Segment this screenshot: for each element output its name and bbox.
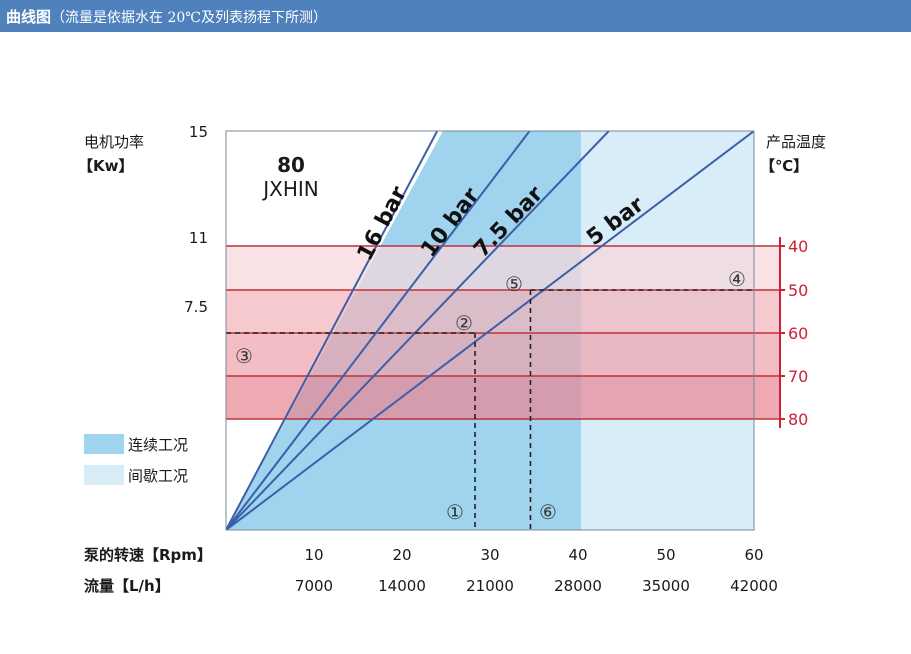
guide-lines: [226, 289, 754, 530]
x-axis-ticks: 10 7000 20 14000 30 21000 40 28000 50 35000 60 4200…: [295, 546, 778, 595]
annotation-marker: ④: [728, 267, 746, 291]
pressure-line: [226, 131, 531, 530]
pressure-line: [226, 131, 754, 530]
page-title: 曲线图（流量是依据水在 20℃及列表扬程下所测）: [6, 6, 327, 27]
rpm-tick-label: 20: [392, 546, 411, 564]
x-axis-label: 泵的转速【Rpm】: [84, 546, 212, 564]
power-tick-label: 11: [189, 229, 208, 247]
temp-band: [226, 376, 781, 419]
power-axis-ticks: 15 11 7.5: [184, 123, 208, 316]
right-axis-label: 产品温度: [766, 133, 826, 151]
flow-tick-label: 35000: [642, 577, 690, 595]
flow-tick-label: 21000: [466, 577, 514, 595]
rpm-tick-label: 10: [304, 546, 323, 564]
temperature-axis: 40 50 60 70 80: [779, 237, 808, 429]
left-axis-unit: 【Kw】: [78, 157, 133, 175]
rpm-tick-label: 60: [744, 546, 763, 564]
temp-band: [226, 246, 781, 290]
annotation-marker: ⑤: [505, 272, 523, 296]
legend: 连续工况 间歇工况: [84, 434, 188, 485]
legend-swatch-continuous: [84, 434, 124, 454]
legend-label-continuous: 连续工况: [128, 436, 188, 454]
legend-label-intermittent: 间歇工况: [128, 467, 188, 485]
annotation-marker: ③: [235, 344, 253, 368]
left-axis-label: 电机功率: [84, 133, 144, 151]
power-tick-label: 15: [189, 123, 208, 141]
annotation-marker: ⑥: [539, 500, 557, 524]
pressure-line: [226, 131, 439, 530]
flow-tick-label: 42000: [730, 577, 778, 595]
title-subtitle: （流量是依据水在 20℃及列表扬程下所测）: [51, 10, 327, 26]
header-bar: 曲线图（流量是依据水在 20℃及列表扬程下所测）: [0, 0, 911, 32]
title-main: 曲线图: [6, 8, 52, 26]
annotations: ① ② ③ ④ ⑤ ⑥: [235, 267, 746, 524]
temp-tick-label: 60: [788, 324, 808, 343]
temp-tick-label: 70: [788, 367, 808, 386]
power-tick-label: 7.5: [184, 298, 208, 316]
temp-tick-label: 80: [788, 410, 808, 429]
temp-tick-label: 40: [788, 237, 808, 256]
chart-brand: JXHIN: [261, 177, 319, 201]
annotation-marker: ①: [446, 500, 464, 524]
temp-band: [226, 290, 781, 333]
chart-model: 80: [277, 153, 305, 177]
flow-tick-label: 28000: [554, 577, 602, 595]
flow-tick-label: 7000: [295, 577, 333, 595]
pressure-line: [226, 131, 610, 530]
rpm-tick-label: 40: [568, 546, 587, 564]
legend-swatch-intermittent: [84, 465, 124, 485]
rpm-tick-label: 30: [480, 546, 499, 564]
temp-band: [226, 333, 781, 376]
pressure-lines: [226, 131, 754, 530]
temp-tick-label: 50: [788, 281, 808, 300]
flow-tick-label: 14000: [378, 577, 426, 595]
x-axis2-label: 流量【L/h】: [84, 577, 170, 595]
right-axis-unit: 【℃】: [760, 157, 808, 175]
annotation-marker: ②: [455, 311, 473, 335]
plot-border: [225, 130, 755, 531]
rpm-tick-label: 50: [656, 546, 675, 564]
